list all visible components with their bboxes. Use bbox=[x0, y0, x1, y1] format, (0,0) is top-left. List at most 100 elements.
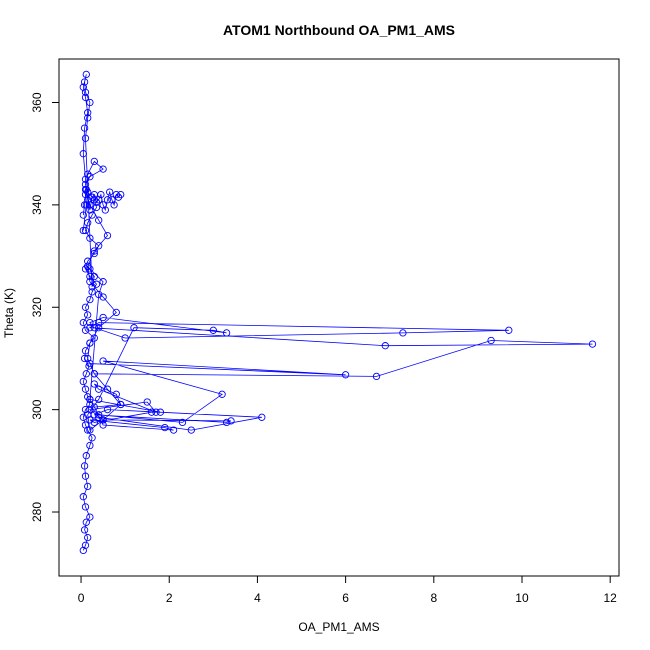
data-point bbox=[99, 416, 107, 424]
data-point bbox=[95, 385, 103, 393]
data-point bbox=[110, 201, 118, 209]
x-tick-label: 10 bbox=[515, 591, 529, 605]
data-point bbox=[108, 196, 116, 204]
data-point bbox=[258, 413, 266, 421]
data-point bbox=[80, 462, 89, 470]
data-point bbox=[86, 426, 94, 434]
data-point bbox=[81, 265, 90, 273]
data-point bbox=[121, 334, 129, 342]
data-point bbox=[81, 472, 90, 480]
data-point bbox=[381, 342, 389, 350]
data-point bbox=[82, 518, 90, 526]
data-point bbox=[90, 324, 98, 332]
data-point bbox=[95, 216, 103, 224]
x-axis-label: OA_PM1_AMS bbox=[298, 620, 379, 634]
data-point bbox=[86, 278, 94, 286]
data-point bbox=[95, 324, 103, 332]
data-point bbox=[86, 234, 94, 242]
data-point bbox=[84, 311, 92, 319]
data-point bbox=[80, 124, 89, 132]
y-tick-label: 340 bbox=[30, 195, 44, 215]
data-point bbox=[97, 190, 105, 199]
data-point bbox=[399, 329, 407, 337]
data-point bbox=[88, 434, 96, 442]
data-point bbox=[82, 185, 90, 194]
data-point bbox=[90, 411, 98, 419]
data-point bbox=[90, 370, 98, 378]
data-point bbox=[81, 303, 90, 311]
data-point bbox=[505, 326, 513, 334]
data-point bbox=[81, 88, 90, 96]
x-axis: 0 2 4 6 8 10 12 bbox=[78, 575, 618, 605]
data-point bbox=[90, 249, 98, 258]
data-point bbox=[99, 357, 107, 365]
data-point bbox=[88, 193, 96, 201]
x-tick-label: 12 bbox=[604, 591, 618, 605]
data-point bbox=[90, 418, 98, 427]
data-point bbox=[92, 198, 101, 206]
data-point bbox=[152, 408, 160, 416]
data-point bbox=[95, 395, 103, 404]
data-point bbox=[95, 411, 103, 419]
data-point bbox=[103, 385, 112, 393]
data-point bbox=[99, 201, 107, 209]
data-point bbox=[81, 93, 90, 102]
data-point bbox=[147, 408, 156, 416]
data-point bbox=[79, 83, 87, 91]
data-point bbox=[130, 324, 138, 332]
data-point bbox=[92, 203, 101, 212]
data-point bbox=[81, 385, 90, 393]
data-point bbox=[106, 188, 114, 196]
data-point bbox=[103, 196, 112, 204]
y-tick-label: 360 bbox=[30, 92, 44, 112]
data-point bbox=[86, 206, 94, 214]
data-point bbox=[209, 326, 217, 334]
data-point bbox=[82, 370, 90, 378]
data-point bbox=[81, 347, 90, 355]
data-point bbox=[86, 318, 94, 327]
y-tick-label: 280 bbox=[30, 502, 44, 522]
data-point bbox=[95, 290, 103, 299]
data-point bbox=[81, 541, 90, 549]
data-point bbox=[84, 257, 92, 265]
chart-title: ATOM1 Northbound OA_PM1_AMS bbox=[223, 22, 455, 38]
data-point bbox=[156, 408, 165, 416]
data-point bbox=[84, 170, 92, 178]
data-point bbox=[84, 426, 92, 434]
data-point bbox=[86, 324, 94, 332]
data-point bbox=[86, 395, 94, 404]
data-point bbox=[88, 211, 96, 219]
data-point bbox=[114, 193, 123, 201]
x-tick-label: 4 bbox=[254, 591, 261, 605]
data-point bbox=[79, 377, 87, 386]
data-point bbox=[341, 371, 350, 379]
data-point bbox=[84, 262, 92, 270]
data-point bbox=[86, 405, 94, 414]
data-point bbox=[81, 503, 90, 511]
data-point bbox=[187, 426, 195, 434]
data-point bbox=[82, 452, 90, 460]
data-point bbox=[86, 441, 94, 450]
data-point bbox=[84, 219, 92, 227]
data-point bbox=[487, 336, 495, 345]
x-tick-label: 8 bbox=[430, 591, 437, 605]
data-point bbox=[143, 398, 151, 406]
data-point bbox=[88, 288, 96, 296]
data-point bbox=[90, 403, 98, 411]
y-axis-label: Theta (K) bbox=[2, 288, 16, 338]
data-point bbox=[84, 533, 92, 542]
y-tick-label: 300 bbox=[30, 399, 44, 419]
data-point bbox=[90, 272, 98, 281]
data-point bbox=[81, 180, 90, 189]
data-point bbox=[99, 421, 107, 429]
data-point bbox=[82, 70, 90, 79]
data-point bbox=[90, 157, 98, 166]
x-tick-label: 2 bbox=[166, 591, 173, 605]
data-point bbox=[103, 405, 112, 414]
data-point bbox=[86, 98, 94, 107]
data-point bbox=[86, 416, 94, 424]
data-point bbox=[84, 109, 92, 117]
data-point bbox=[169, 426, 178, 434]
y-axis: 280 300 320 340 360 bbox=[30, 92, 60, 522]
